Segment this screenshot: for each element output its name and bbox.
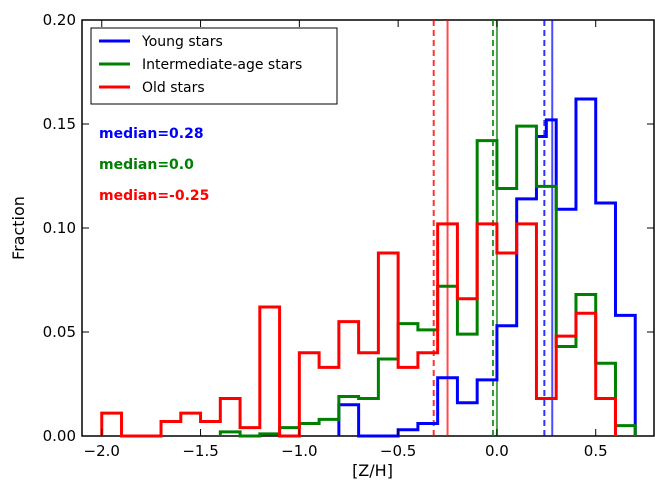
- x-tick-label: −0.5: [380, 442, 416, 460]
- x-tick-label: −1.5: [182, 442, 218, 460]
- histogram-series: [102, 99, 635, 436]
- x-tick-label: −2.0: [84, 442, 120, 460]
- y-tick-label: 0.10: [43, 219, 76, 237]
- median-annotation-1: median=0.0: [99, 157, 194, 173]
- x-tick-label: 0.0: [485, 442, 509, 460]
- x-tick-label: −1.0: [281, 442, 317, 460]
- legend-label-2: Old stars: [142, 80, 205, 96]
- legend-label-1: Intermediate-age stars: [142, 57, 302, 73]
- median-annotations: median=0.28 median=0.0 median=-0.25: [99, 126, 209, 204]
- y-tick-label: 0.15: [43, 115, 76, 133]
- legend: Young stars Intermediate-age stars Old sta…: [91, 28, 337, 104]
- y-tick-label: 0.00: [43, 427, 76, 445]
- histogram-series-0: [339, 99, 635, 436]
- x-tick-label: 0.5: [584, 442, 608, 460]
- y-tick-label: 0.20: [43, 11, 76, 29]
- median-annotation-2: median=-0.25: [99, 188, 209, 204]
- histogram-series-1: [220, 126, 635, 436]
- median-annotation-0: median=0.28: [99, 126, 204, 142]
- y-tick-label: 0.05: [43, 323, 76, 341]
- median-lines: [434, 20, 553, 436]
- y-axis-label: Fraction: [9, 196, 28, 260]
- legend-label-0: Young stars: [141, 34, 223, 50]
- x-axis-label: [Z/H]: [352, 461, 393, 480]
